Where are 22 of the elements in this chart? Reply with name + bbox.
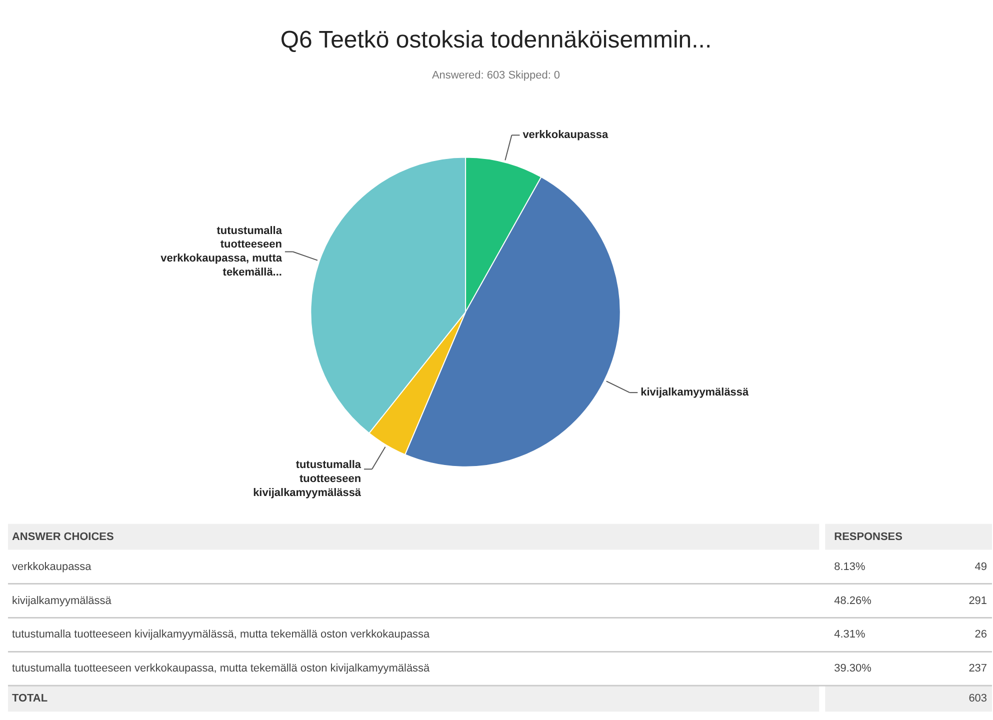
text: TOTAL [12, 692, 48, 705]
category-label: kivijalkamyymälässä [12, 594, 112, 607]
slice-label: tutustumalla tuotteeseen verkkokaupassa, mutta tekemällä... [160, 224, 283, 279]
category-label: tutustumalla tuotteeseen verkkokaupassa, mutta tekemällä oston kivijalkamyymälässä [12, 662, 431, 675]
data-label: 48.26% [834, 594, 872, 607]
slice-label: kivijalkamyymälässä [640, 386, 750, 399]
data-label: 8.13% [834, 560, 866, 573]
data-label: 49 [974, 560, 988, 573]
chart-subtitle: Answered: 603 Skipped: 0 [432, 69, 560, 82]
data-label: 237 [968, 662, 988, 675]
category-label: verkkokaupassa [12, 560, 92, 573]
text: RESPONSES [834, 530, 902, 543]
data-label: 4.31% [834, 628, 866, 641]
category-label: tutustumalla tuotteeseen kivijalkamyymälässä, mutta tekemällä oston verkkokaupassa [12, 628, 431, 641]
slice-label: tutustumalla tuotteeseen kivijalkamyymälässä [253, 459, 362, 500]
text: 603 [968, 692, 988, 705]
data-label: 291 [968, 594, 988, 607]
data-label: 26 [974, 628, 988, 641]
text: ANSWER CHOICES [12, 530, 114, 543]
chart-title: Q6 Teetkö ostoksia todennäköisemmin... [280, 26, 712, 54]
data-label: 39.30% [834, 662, 872, 675]
slice-label: verkkokaupassa [522, 129, 609, 142]
